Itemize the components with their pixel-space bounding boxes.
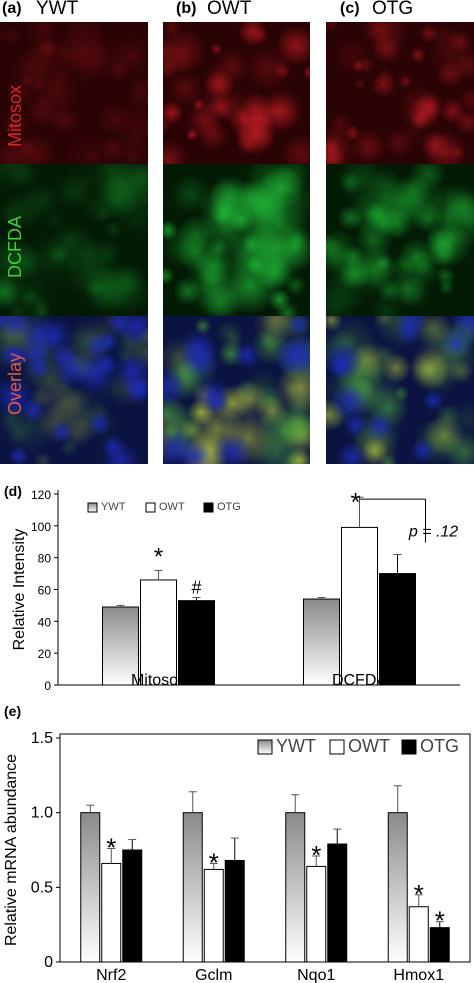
bar-ywt-mitosox (102, 606, 139, 686)
legend-swatch-owt (145, 502, 156, 513)
bar-otg-dcfda (379, 573, 416, 686)
y-tick-label: 1.5 (31, 730, 53, 747)
legend-swatch-otg (203, 502, 214, 513)
y-tick-label: 0 (44, 954, 53, 971)
legend-label-owt: OWT (159, 501, 185, 513)
bar-ywt-dcfda (303, 598, 340, 686)
chart-mrna-abundance: (e) 0 0.5 1.0 1.5 Relative mRNA abundance Nrf… (3, 703, 471, 983)
micrograph-green-owt (163, 164, 310, 316)
chart-relative-intensity: (d) 0 20 40 60 80 100 120 Relative Intensity Mit… (4, 483, 460, 692)
bar-ywt-gclm (182, 812, 203, 963)
x-tick-label: Nqo1 (297, 967, 335, 983)
bar-owt-mitosox (140, 579, 177, 686)
panel-b-label: (b) (176, 0, 197, 17)
plot-frame (59, 733, 471, 963)
row-label-dcfda: DCFDA (5, 216, 25, 278)
significance-star: * (350, 487, 360, 517)
panel-b-title: OWT (207, 0, 252, 19)
bar-owt-nrf2 (101, 862, 122, 963)
significance-star: * (106, 833, 116, 863)
y-tick-label: 100 (31, 520, 51, 534)
significance-star: * (311, 840, 321, 870)
legend-label-otg: OTG (217, 501, 241, 513)
x-tick-label: Nrf2 (96, 967, 126, 983)
bar-otg-nrf2 (122, 849, 143, 963)
y-tick-label: 0 (44, 679, 51, 692)
bar-otg-mitosox (178, 600, 215, 686)
significance-hash: # (191, 577, 201, 597)
x-tick-label: Hmox1 (393, 967, 444, 983)
row-label-overlay: Overlay (5, 352, 25, 415)
y-tick-label: 40 (38, 615, 52, 629)
panel-c-label: (c) (340, 0, 360, 17)
row-label-mitosox: Mitosox (5, 84, 25, 147)
micrograph-green-ywt (0, 164, 148, 316)
micrograph-red-otg (326, 22, 474, 164)
micrograph-red-ywt (0, 22, 148, 164)
legend-label-otg: OTG (420, 736, 459, 756)
micrograph-overlay-owt (163, 316, 310, 464)
y-tick-label: 20 (38, 647, 52, 661)
panel-d-label: (d) (4, 483, 22, 499)
micrograph-green-otg (326, 164, 474, 316)
micrograph-red-owt (163, 22, 310, 164)
y-tick-label: 60 (38, 584, 52, 598)
bar-owt-nqo1 (306, 865, 327, 963)
x-tick-label: Mitosox (131, 672, 186, 689)
bar-owt-gclm (203, 868, 224, 963)
panel-e-label: (e) (4, 703, 21, 719)
legend-label-ywt: YWT (276, 736, 316, 756)
y-tick-label: 0.5 (31, 879, 53, 896)
significance-star: * (435, 906, 445, 936)
legend-swatch-owt (329, 739, 345, 755)
significance-star: * (154, 543, 163, 570)
bar-owt-hmox1 (408, 906, 429, 963)
panel-c-title: OTG (372, 0, 414, 19)
y-axis-label: Relative mRNA abundance (3, 754, 20, 946)
y-axis-label: Relative Intensity (11, 529, 28, 651)
bar-owt-dcfda (341, 526, 378, 686)
bar-otg-gclm (224, 859, 245, 963)
micrograph-overlay-ywt (0, 316, 148, 464)
significance-star: * (414, 879, 424, 909)
micrograph-overlay-otg (326, 316, 474, 464)
panel-a-title: YWT (36, 0, 79, 19)
legend-label-ywt: YWT (101, 501, 126, 513)
legend-swatch-ywt (257, 739, 273, 755)
y-tick-label: 120 (31, 488, 51, 502)
x-tick-label: DCFDA (332, 672, 387, 689)
significance-star: * (209, 847, 219, 877)
p-value-annotation: p = .12 (408, 523, 458, 540)
bar-otg-nqo1 (327, 843, 348, 963)
y-tick-label: 1.0 (31, 805, 53, 822)
bar-ywt-nrf2 (80, 812, 101, 963)
legend-label-owt: OWT (348, 736, 390, 756)
bar-ywt-nqo1 (285, 812, 306, 963)
bar-ywt-hmox1 (387, 812, 408, 963)
panel-a-label: (a) (2, 0, 22, 17)
legend-swatch-ywt (87, 502, 98, 513)
y-tick-label: 80 (38, 552, 52, 566)
x-tick-label: Gclm (195, 967, 232, 983)
legend-swatch-otg (401, 739, 417, 755)
